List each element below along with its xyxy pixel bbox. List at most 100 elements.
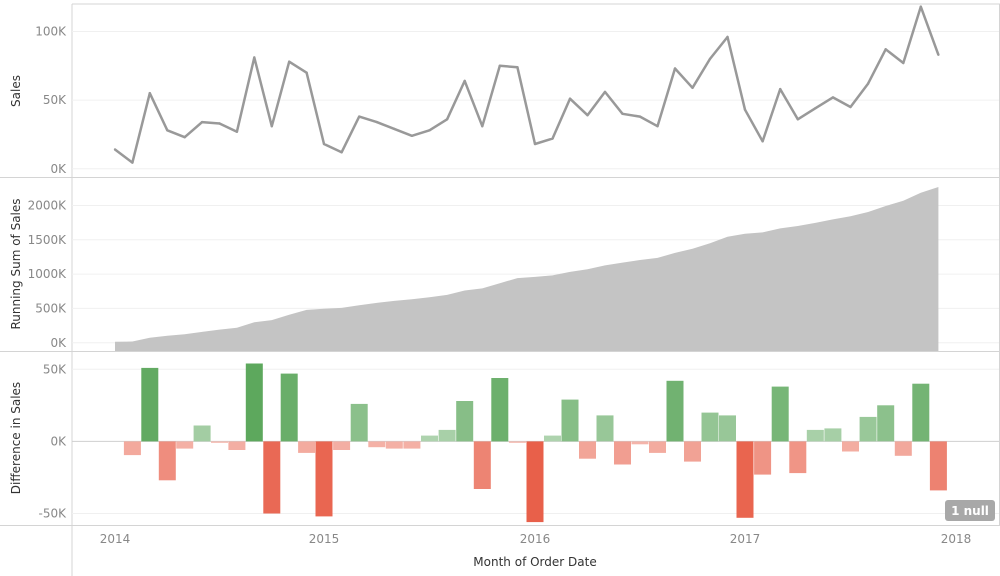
difference-bar-2017-11[interactable] — [912, 383, 930, 442]
difference-bar-2017-07[interactable] — [842, 441, 859, 452]
sales-point-2014-06 — [200, 120, 204, 124]
sales-point-2017-09 — [884, 48, 887, 51]
sales-point-2014-10 — [270, 125, 273, 128]
difference-bar-2016-04[interactable] — [579, 441, 596, 459]
x-axis-title: Month of Order Date — [473, 555, 596, 569]
difference-bar-2015-04[interactable] — [368, 441, 386, 448]
sales-point-2016-07 — [638, 115, 642, 118]
sales-point-2017-06 — [831, 96, 835, 99]
difference-bar-2017-06[interactable] — [824, 428, 842, 442]
sales-point-2015-12 — [516, 66, 519, 69]
y-tick-label: 500K — [35, 301, 67, 315]
x-tick-label-2018: 2018 — [941, 532, 972, 546]
difference-bar-2014-09[interactable] — [245, 363, 263, 442]
sales-point-2015-02 — [340, 151, 343, 154]
x-tick-label-2016: 2016 — [520, 532, 551, 546]
difference-bar-2015-01[interactable] — [315, 441, 333, 517]
difference-bar-2015-11[interactable] — [491, 378, 509, 442]
sales-point-2016-09 — [673, 67, 677, 70]
y-tick-label: 1500K — [28, 233, 68, 247]
sales-point-2016-05 — [603, 90, 607, 94]
difference-bar-2016-09[interactable] — [666, 380, 684, 442]
null-indicator[interactable]: 1 null — [945, 500, 995, 521]
sales-point-2017-01 — [743, 108, 747, 111]
sales-point-2016-10 — [691, 86, 694, 90]
sales-point-2015-04 — [375, 120, 378, 124]
x-axis-ticks: 2014 2015 2016 2017 2018 — [100, 532, 972, 546]
difference-bar-2017-01[interactable] — [736, 441, 754, 518]
sales-point-2014-09 — [253, 56, 256, 59]
difference-bar-2015-08[interactable] — [438, 429, 456, 442]
difference-bar-2014-08[interactable] — [228, 441, 246, 450]
difference-bar-2015-07[interactable] — [421, 435, 438, 442]
sales-point-2016-01 — [533, 142, 537, 146]
difference-bar-2017-08[interactable] — [859, 416, 877, 442]
difference-bar-2015-12[interactable] — [508, 441, 526, 443]
difference-bar-2017-09[interactable] — [877, 405, 895, 442]
null-indicator-badge[interactable] — [945, 500, 995, 521]
difference-bar-2017-02[interactable] — [754, 441, 772, 475]
y-tick-label: -50K — [39, 506, 68, 520]
plot-marks — [113, 5, 947, 523]
sales-point-2016-12 — [726, 35, 729, 39]
difference-bar-2014-06[interactable] — [193, 425, 211, 442]
difference-bar-2016-10[interactable] — [684, 441, 701, 462]
difference-bar-2014-11[interactable] — [280, 373, 298, 442]
difference-bar-2015-05[interactable] — [385, 441, 403, 449]
difference-bar-2015-10[interactable] — [473, 441, 491, 489]
y-axis-ticks: 0K 50K 100K 0K 500K 1000K 1500K 2000K -50K 0K 50K — [28, 24, 68, 520]
sales-point-2016-02 — [551, 137, 554, 140]
difference-bar-2016-07[interactable] — [631, 441, 649, 445]
running-sum-area — [115, 187, 939, 351]
sales-point-2014-08 — [235, 130, 239, 133]
sales-point-2017-03 — [779, 87, 782, 91]
sales-point-2014-12 — [305, 71, 308, 74]
difference-bar-2016-11[interactable] — [701, 412, 719, 442]
difference-bar-2017-12[interactable] — [929, 441, 947, 491]
sales-point-2015-01 — [322, 142, 326, 146]
sales-line — [114, 5, 940, 164]
null-indicator-label[interactable]: 1 null — [951, 504, 989, 518]
difference-bar-2017-10[interactable] — [894, 441, 912, 456]
sales-point-2014-05 — [183, 136, 186, 139]
difference-bar-2015-06[interactable] — [403, 441, 421, 449]
difference-bar-2016-03[interactable] — [561, 399, 579, 442]
sales-point-2017-04 — [796, 118, 799, 121]
y-tick-label: 0K — [50, 434, 67, 448]
sales-point-2017-05 — [814, 107, 817, 110]
difference-bar-2014-10[interactable] — [263, 441, 281, 514]
difference-bar-2015-03[interactable] — [350, 403, 368, 442]
sales-point-2014-02 — [131, 161, 134, 164]
difference-bar-2014-12[interactable] — [298, 441, 316, 453]
difference-bar-2015-02[interactable] — [333, 441, 351, 450]
difference-bar-2014-07[interactable] — [211, 441, 228, 443]
y-axis-title-sales: Sales — [9, 75, 23, 107]
y-axis-title-difference: Difference in Sales — [9, 382, 23, 494]
x-tick-label-2014: 2014 — [100, 532, 131, 546]
sales-point-2014-07 — [218, 122, 221, 125]
sales-point-2015-08 — [445, 118, 449, 121]
difference-bar-2017-03[interactable] — [771, 386, 789, 442]
difference-bar-2014-05[interactable] — [176, 441, 194, 449]
sales-point-2014-03 — [148, 92, 151, 95]
difference-bar-2016-02[interactable] — [544, 435, 561, 442]
sales-point-2015-09 — [463, 79, 466, 83]
difference-bar-2016-08[interactable] — [649, 441, 666, 453]
difference-bar-2016-01[interactable] — [526, 441, 544, 523]
sales-point-2017-12 — [937, 53, 940, 56]
sales-point-2017-10 — [902, 61, 905, 65]
difference-bar-2014-04[interactable] — [158, 441, 176, 481]
difference-bar-2017-05[interactable] — [806, 429, 824, 442]
difference-bar-2016-05[interactable] — [596, 415, 614, 442]
sales-point-2015-05 — [393, 127, 396, 131]
difference-bar-2015-09[interactable] — [456, 401, 474, 442]
difference-bar-2016-12[interactable] — [719, 415, 736, 442]
difference-bar-2014-03[interactable] — [141, 367, 159, 442]
difference-bar-2017-04[interactable] — [789, 441, 807, 474]
difference-bar-2016-06[interactable] — [614, 441, 631, 465]
sales-point-2016-08 — [656, 125, 659, 128]
sales-point-2016-11 — [708, 57, 712, 61]
difference-bar-2014-02[interactable] — [123, 441, 141, 456]
sales-point-2015-07 — [428, 129, 431, 132]
